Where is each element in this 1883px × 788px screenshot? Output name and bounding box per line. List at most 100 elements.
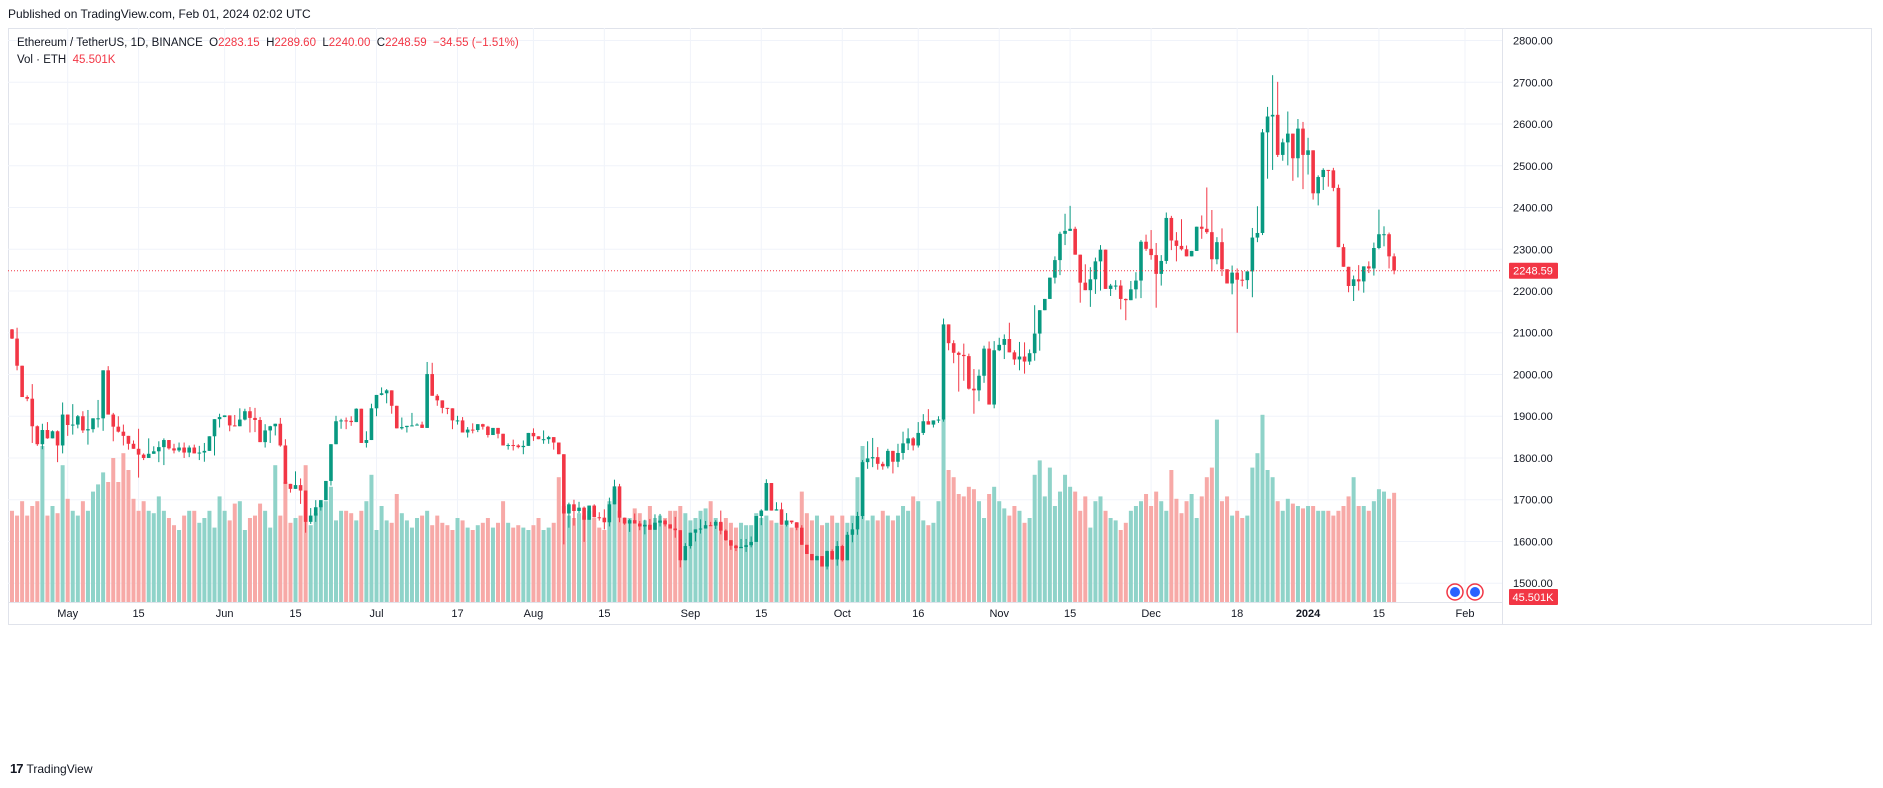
volume-bar — [192, 510, 197, 602]
volume-bar — [242, 530, 247, 602]
price-tick-label: 2800.00 — [1513, 36, 1553, 48]
volume-bar — [749, 525, 754, 602]
volume-bar — [364, 501, 369, 602]
volume-bar — [956, 494, 961, 602]
volume-bar — [668, 510, 673, 602]
candle-body — [865, 458, 870, 463]
candle-body — [1083, 282, 1088, 291]
candle-body — [227, 415, 232, 426]
volume-bar — [718, 522, 723, 602]
volume-bar — [971, 489, 976, 602]
candle-body — [55, 431, 60, 446]
candle-body — [754, 516, 759, 542]
volume-bar — [764, 515, 769, 602]
volume-bar — [126, 470, 131, 602]
candle-body — [232, 425, 237, 427]
volume-bar — [1113, 520, 1118, 602]
candle-body — [405, 425, 409, 428]
volume-bar — [982, 518, 987, 602]
volume-bar — [1068, 486, 1073, 602]
volume-bar — [166, 518, 171, 602]
time-tick-label: 15 — [598, 608, 610, 620]
candle-body — [1042, 298, 1047, 311]
candle-body — [455, 420, 460, 422]
candle-body — [951, 343, 956, 353]
candle-body — [212, 419, 217, 437]
price-tick-label: 1800.00 — [1513, 453, 1553, 465]
candle-body — [906, 438, 910, 444]
candle-body — [298, 485, 303, 491]
volume-bar — [855, 477, 860, 602]
candle-body — [511, 445, 516, 447]
volume-bar — [1093, 501, 1098, 602]
volume-bar — [65, 498, 70, 602]
candle-body — [1367, 266, 1371, 269]
candle-body — [825, 551, 829, 567]
candle-body — [931, 420, 936, 425]
time-tick-label: 15 — [289, 608, 301, 620]
candle-body — [116, 426, 121, 432]
price-tick-label: 1500.00 — [1513, 578, 1553, 590]
volume-bar — [349, 513, 354, 602]
volume-bar — [445, 525, 450, 602]
candle-body — [25, 397, 29, 399]
volume-bar — [607, 501, 612, 602]
candle-body — [1073, 228, 1077, 255]
time-tick-label: Nov — [989, 608, 1009, 620]
volume-bar — [561, 506, 566, 602]
time-tick-label: 2024 — [1296, 608, 1321, 620]
candlesticks — [10, 75, 1396, 570]
volume-bar — [1255, 453, 1260, 602]
volume-bar — [430, 525, 435, 602]
candle-body — [830, 551, 834, 560]
volume-bar — [794, 522, 799, 602]
volume-bar — [217, 496, 222, 602]
footer-brand[interactable]: 17 TradingView — [10, 761, 93, 776]
candle-body — [835, 546, 840, 560]
volume-bar — [1295, 506, 1300, 602]
candle-body — [339, 420, 343, 422]
volume-bar — [673, 510, 678, 602]
candle-body — [111, 414, 116, 427]
volume-bar — [1331, 515, 1336, 602]
volume-bar — [1042, 496, 1047, 602]
volume-bar — [1103, 510, 1108, 602]
volume-bar — [926, 525, 931, 602]
volume-bar — [1280, 510, 1285, 602]
volume-bar — [30, 506, 35, 602]
volume-bar — [1316, 510, 1321, 602]
candle-body — [319, 500, 323, 508]
volume-bar — [1321, 510, 1326, 602]
candle-body — [187, 447, 191, 453]
candle-body — [592, 505, 597, 518]
candle-body — [1240, 279, 1245, 281]
volume-bar — [1047, 467, 1052, 602]
candle-body — [465, 429, 470, 433]
volume-bar — [313, 513, 318, 602]
volume-bar — [308, 525, 313, 602]
volume-bar — [556, 477, 561, 602]
volume-bar — [521, 527, 526, 602]
volume-bar — [70, 510, 75, 602]
volume-bar — [1017, 510, 1022, 602]
candle-body — [703, 525, 708, 529]
volume-bar — [1290, 503, 1295, 602]
legend-price-row: Ethereum / TetherUS, 1D, BINANCE O2283.1… — [17, 35, 519, 52]
candle-body — [384, 390, 389, 394]
candle-body — [769, 483, 774, 511]
candle-body — [708, 525, 713, 527]
candle-body — [506, 445, 510, 447]
price-chart[interactable]: 1500.00 1600.00 1700.00 1800.00 1900.00 2000.… — [8, 28, 1883, 768]
price-tick-label: 1900.00 — [1513, 411, 1553, 423]
volume-bar — [1012, 506, 1017, 602]
candle-body — [718, 521, 723, 531]
candle-body — [40, 430, 45, 445]
volume-bar — [420, 515, 425, 602]
volume-bar — [658, 515, 663, 602]
volume-bar — [612, 489, 617, 602]
candle-body — [855, 516, 860, 530]
volume-bar — [698, 510, 703, 602]
volume-bar — [394, 494, 399, 602]
candle-body — [643, 524, 647, 527]
candle-body — [410, 425, 414, 427]
